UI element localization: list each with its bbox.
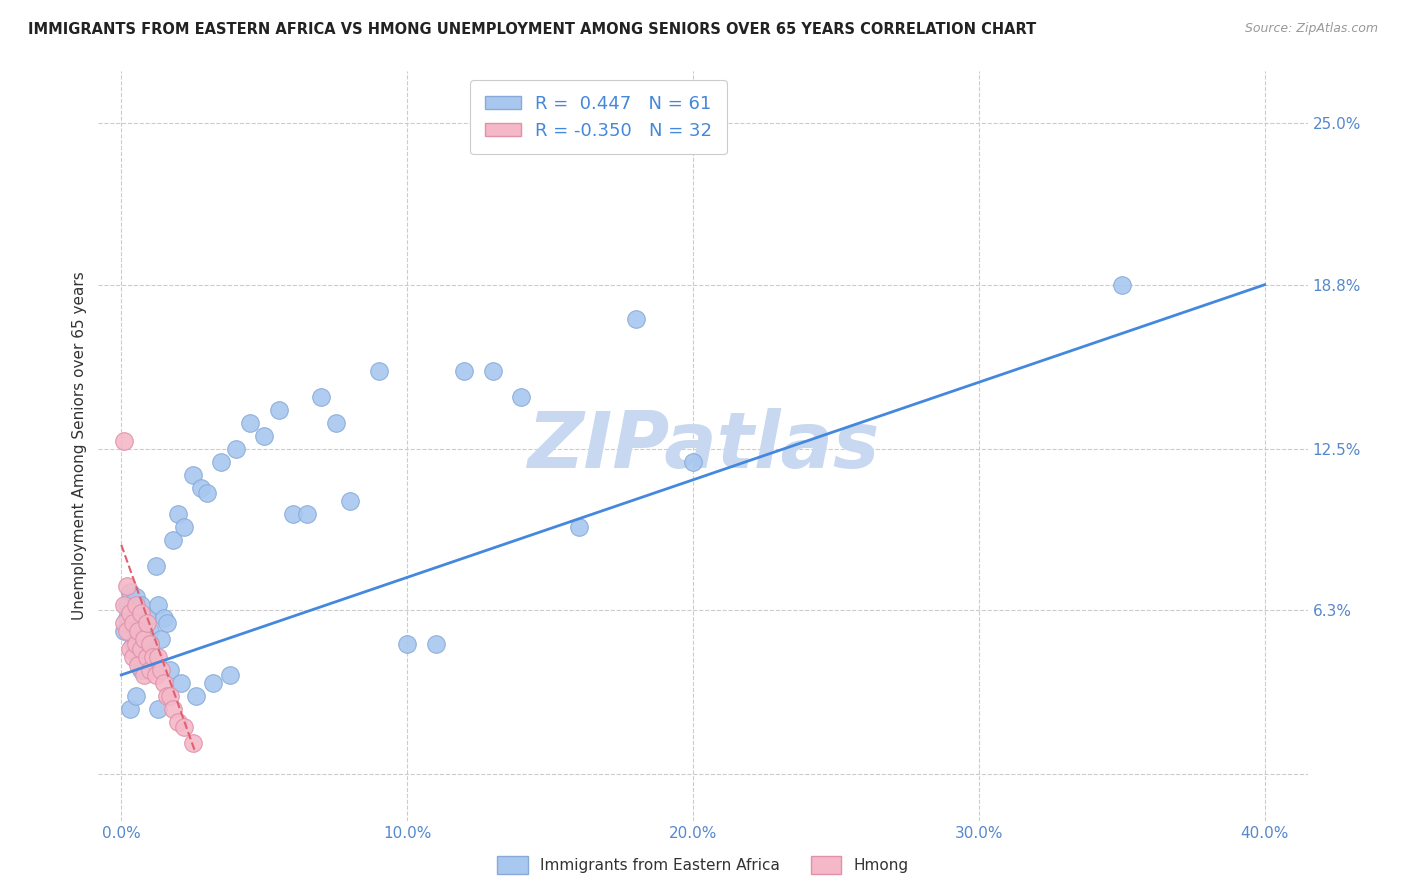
Point [139,657,162,672]
Point [118,584,141,599]
Point [156,689,179,703]
Point [124,637,146,651]
Point [121,615,143,630]
Point [129,642,152,657]
Text: Source: ZipAtlas.com: Source: ZipAtlas.com [1244,22,1378,36]
Point [127,624,149,638]
Point [134,624,156,638]
Point [510,390,533,404]
Text: ZIPatlas: ZIPatlas [527,408,879,484]
Point [112,615,135,630]
Point [181,735,204,749]
Point [295,507,318,521]
Point [115,580,138,594]
Point [148,598,170,612]
Point [339,493,361,508]
Point [112,598,135,612]
Point [121,649,143,664]
Point [121,606,143,620]
Point [184,689,207,703]
Point [267,402,290,417]
Point [1111,277,1133,292]
Point [127,649,149,664]
Point [129,663,152,677]
Point [396,637,419,651]
Point [162,702,184,716]
Point [159,663,181,677]
Point [150,663,173,677]
Point [139,637,162,651]
Point [129,606,152,620]
Point [136,642,159,657]
Legend: Immigrants from Eastern Africa, Hmong: Immigrants from Eastern Africa, Hmong [491,850,915,880]
Point [173,720,195,734]
Point [145,668,167,682]
Point [118,642,141,657]
Point [159,689,181,703]
Point [115,598,138,612]
Point [148,649,170,664]
Point [112,624,135,638]
Point [225,442,247,456]
Point [239,416,262,430]
Point [118,606,141,620]
Point [219,668,242,682]
Point [148,702,170,716]
Point [170,675,193,690]
Point [568,519,591,533]
Point [624,311,647,326]
Y-axis label: Unemployment Among Seniors over 65 years: Unemployment Among Seniors over 65 years [72,272,87,620]
Point [145,558,167,573]
Point [201,675,224,690]
Point [142,649,165,664]
Point [136,615,159,630]
Point [115,624,138,638]
Point [281,507,304,521]
Point [112,434,135,448]
Point [173,519,195,533]
Point [482,363,505,377]
Point [118,615,141,630]
Point [127,657,149,672]
Point [139,624,162,638]
Point [121,637,143,651]
Point [150,632,173,646]
Point [162,533,184,547]
Point [195,485,218,500]
Point [190,481,212,495]
Point [142,649,165,664]
Legend: R =  0.447   N = 61, R = -0.350   N = 32: R = 0.447 N = 61, R = -0.350 N = 32 [470,80,727,154]
Point [124,689,146,703]
Point [127,615,149,630]
Point [134,663,156,677]
Point [139,637,162,651]
Point [139,663,162,677]
Point [124,590,146,604]
Point [129,598,152,612]
Point [311,390,333,404]
Point [118,702,141,716]
Point [124,598,146,612]
Point [153,611,176,625]
Point [167,507,190,521]
Point [136,649,159,664]
Point [325,416,347,430]
Point [167,714,190,729]
Point [124,632,146,646]
Point [367,363,389,377]
Point [209,455,232,469]
Point [129,642,152,657]
Point [453,363,475,377]
Text: IMMIGRANTS FROM EASTERN AFRICA VS HMONG UNEMPLOYMENT AMONG SENIORS OVER 65 YEARS: IMMIGRANTS FROM EASTERN AFRICA VS HMONG … [28,22,1036,37]
Point [425,637,447,651]
Point [134,632,156,646]
Point [134,668,156,682]
Point [682,455,704,469]
Point [156,615,179,630]
Point [153,675,176,690]
Point [136,611,159,625]
Point [115,611,138,625]
Point [253,428,276,442]
Point [181,467,204,482]
